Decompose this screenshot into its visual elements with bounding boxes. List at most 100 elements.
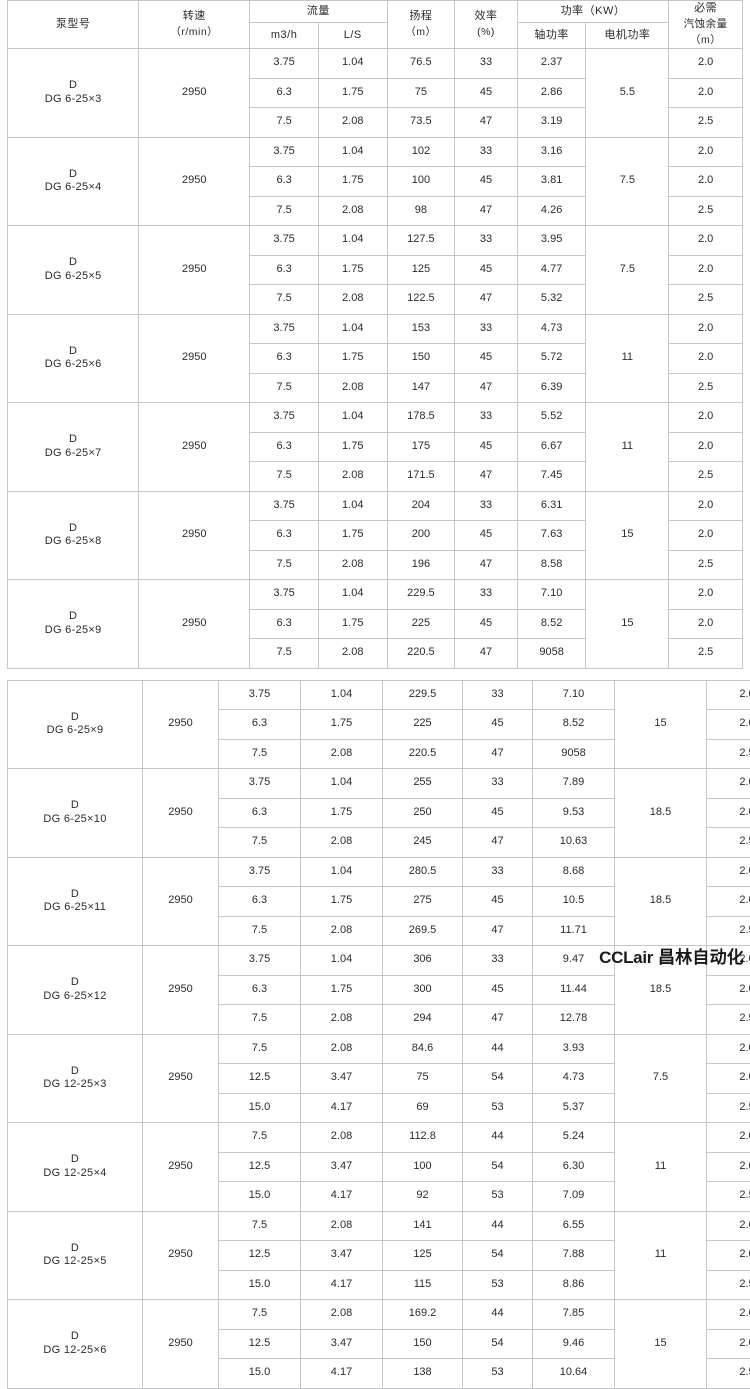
npsh-cell: 2.0 <box>669 432 743 462</box>
efficiency-cell: 33 <box>463 769 533 799</box>
npsh-cell: 2.0 <box>707 1300 750 1330</box>
flow-m3h-cell: 7.5 <box>250 285 319 315</box>
efficiency-cell: 33 <box>455 403 518 433</box>
shaft-power-cell: 9.46 <box>533 1329 615 1359</box>
motor-power-cell: 15 <box>615 680 707 769</box>
efficiency-cell: 54 <box>463 1329 533 1359</box>
table-body-2: DDG 6-25×929503.751.04229.5337.10152.06.… <box>8 680 750 1388</box>
head-cell: 76.5 <box>387 49 455 79</box>
efficiency-cell: 45 <box>463 887 533 917</box>
pump-model-code: DG 12-25×6 <box>8 1344 142 1358</box>
pump-model-series: D <box>8 522 138 536</box>
pump-spec-table-2: DDG 6-25×929503.751.04229.5337.10152.06.… <box>7 680 750 1389</box>
motor-power-cell: 11 <box>586 314 669 403</box>
header-head-unit: （m） <box>388 26 455 39</box>
efficiency-cell: 45 <box>455 255 518 285</box>
head-cell: 196 <box>387 550 455 580</box>
efficiency-cell: 47 <box>455 108 518 138</box>
flow-m3h-cell: 3.75 <box>219 946 301 976</box>
efficiency-cell: 47 <box>455 550 518 580</box>
npsh-cell: 2.5 <box>707 1005 750 1035</box>
header-efficiency-label: 效率 <box>475 10 498 22</box>
shaft-power-cell: 6.30 <box>533 1152 615 1182</box>
flow-m3h-cell: 3.75 <box>219 769 301 799</box>
npsh-cell: 2.5 <box>669 373 743 403</box>
header-speed-label: 转速 <box>183 10 206 22</box>
shaft-power-cell: 8.68 <box>533 857 615 887</box>
rotation-speed-cell: 2950 <box>139 314 250 403</box>
npsh-cell: 2.0 <box>669 226 743 256</box>
flow-ls-cell: 2.08 <box>301 1300 383 1330</box>
flow-ls-cell: 4.17 <box>301 1359 383 1389</box>
flow-ls-cell: 1.75 <box>318 432 387 462</box>
efficiency-cell: 47 <box>455 285 518 315</box>
motor-power-cell: 18.5 <box>615 946 707 1035</box>
npsh-cell: 2.0 <box>707 975 750 1005</box>
pump-model-series: D <box>8 610 138 624</box>
flow-ls-cell: 2.08 <box>318 462 387 492</box>
motor-power-cell: 15 <box>615 1300 707 1389</box>
pump-model-series: D <box>8 256 138 270</box>
rotation-speed-cell: 2950 <box>139 491 250 580</box>
flow-ls-cell: 1.75 <box>318 344 387 374</box>
shaft-power-cell: 8.86 <box>533 1270 615 1300</box>
shaft-power-cell: 4.73 <box>533 1064 615 1094</box>
flow-ls-cell: 2.08 <box>318 285 387 315</box>
flow-ls-cell: 4.17 <box>301 1270 383 1300</box>
shaft-power-cell: 4.77 <box>517 255 586 285</box>
shaft-power-cell: 4.26 <box>517 196 586 226</box>
head-cell: 141 <box>383 1211 463 1241</box>
flow-ls-cell: 1.04 <box>318 314 387 344</box>
head-cell: 100 <box>387 167 455 197</box>
header-flow-ls: L/S <box>318 23 387 49</box>
flow-ls-cell: 1.04 <box>318 403 387 433</box>
shaft-power-cell: 5.32 <box>517 285 586 315</box>
efficiency-cell: 45 <box>455 167 518 197</box>
shaft-power-cell: 7.45 <box>517 462 586 492</box>
shaft-power-cell: 2.86 <box>517 78 586 108</box>
shaft-power-cell: 3.95 <box>517 226 586 256</box>
rotation-speed-cell: 2950 <box>143 769 219 858</box>
flow-ls-cell: 1.04 <box>301 857 383 887</box>
head-cell: 125 <box>387 255 455 285</box>
flow-ls-cell: 2.08 <box>301 1123 383 1153</box>
head-cell: 280.5 <box>383 857 463 887</box>
shaft-power-cell: 8.58 <box>517 550 586 580</box>
flow-ls-cell: 2.08 <box>318 373 387 403</box>
flow-ls-cell: 1.75 <box>318 167 387 197</box>
head-cell: 84.6 <box>383 1034 463 1064</box>
flow-ls-cell: 1.75 <box>301 710 383 740</box>
npsh-cell: 2.5 <box>707 916 750 946</box>
npsh-cell: 2.0 <box>707 798 750 828</box>
efficiency-cell: 47 <box>455 462 518 492</box>
head-cell: 150 <box>387 344 455 374</box>
rotation-speed-cell: 2950 <box>143 1123 219 1212</box>
flow-m3h-cell: 3.75 <box>219 857 301 887</box>
shaft-power-cell: 2.37 <box>517 49 586 79</box>
head-cell: 102 <box>387 137 455 167</box>
npsh-cell: 2.0 <box>707 1211 750 1241</box>
flow-ls-cell: 4.17 <box>301 1093 383 1123</box>
shaft-power-cell: 7.89 <box>533 769 615 799</box>
efficiency-cell: 47 <box>463 1005 533 1035</box>
head-cell: 245 <box>383 828 463 858</box>
pump-model-code: DG 12-25×4 <box>8 1167 142 1181</box>
efficiency-cell: 45 <box>455 432 518 462</box>
shaft-power-cell: 9.47 <box>533 946 615 976</box>
efficiency-cell: 33 <box>455 226 518 256</box>
flow-ls-cell: 3.47 <box>301 1241 383 1271</box>
header-motor-power: 电机功率 <box>586 23 669 49</box>
efficiency-cell: 53 <box>463 1182 533 1212</box>
flow-ls-cell: 1.04 <box>301 680 383 710</box>
rotation-speed-cell: 2950 <box>143 946 219 1035</box>
head-cell: 112.8 <box>383 1123 463 1153</box>
